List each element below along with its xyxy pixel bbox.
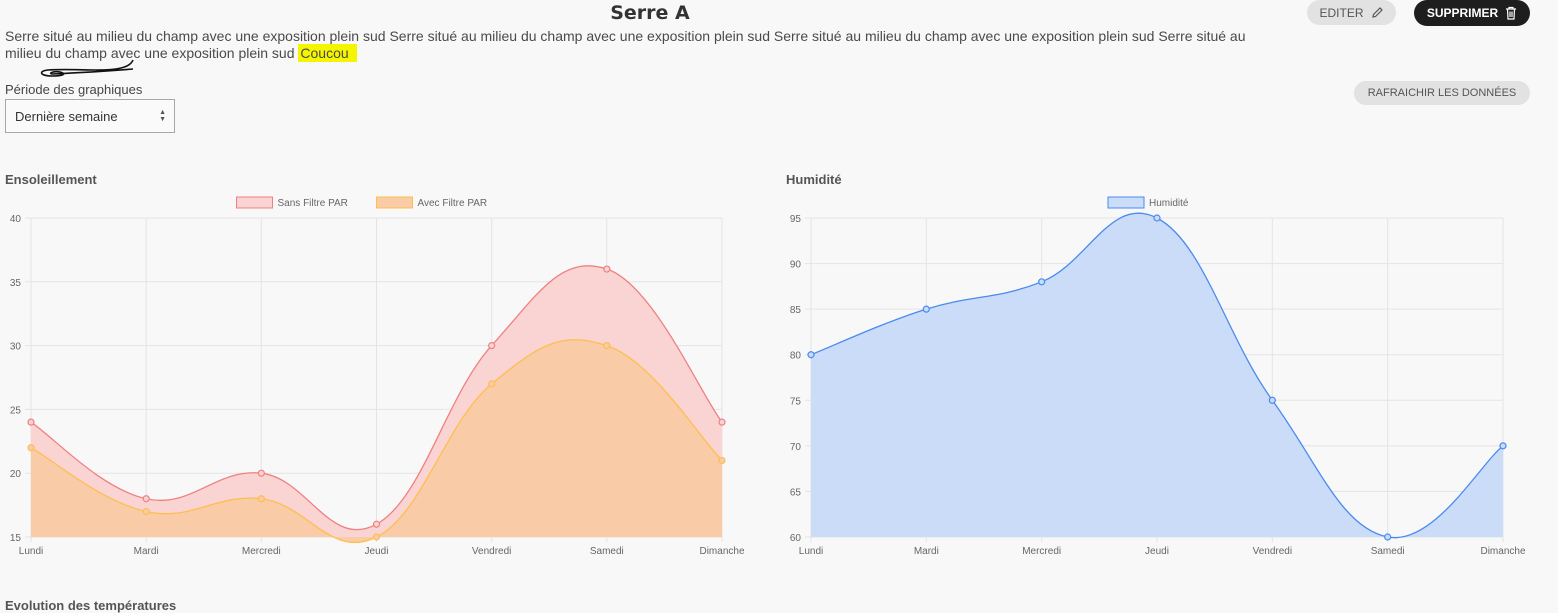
period-label: Période des graphiques (5, 82, 143, 97)
legend-label: Avec Filtre PAR (418, 198, 488, 209)
x-tick-label: Vendredi (472, 546, 511, 557)
data-point (807, 351, 815, 359)
x-tick-label: Jeudi (365, 546, 389, 557)
delete-button-label: SUPPRIMER (1426, 6, 1499, 20)
delete-button[interactable]: SUPPRIMER (1414, 0, 1530, 26)
x-tick-label: Samedi (1371, 546, 1405, 557)
legend-label: Humidité (1149, 198, 1189, 209)
data-point (922, 305, 930, 313)
y-tick-label: 80 (790, 351, 802, 362)
y-tick-label: 90 (790, 260, 802, 271)
y-tick-label: 75 (790, 396, 802, 407)
pencil-icon (1371, 7, 1383, 18)
data-point (1268, 396, 1276, 404)
data-point (1384, 533, 1392, 541)
x-tick-label: Dimanche (699, 546, 744, 557)
highlighted-text: Coucou (298, 44, 357, 62)
y-tick-label: 95 (790, 214, 802, 225)
description: Serre situé au milieu du champ avec une … (5, 28, 1285, 62)
period-select[interactable]: Dernière semaine ▲ ▼ (5, 99, 175, 133)
select-arrows-icon: ▲ ▼ (159, 109, 166, 123)
x-tick-label: Mercredi (1022, 546, 1061, 557)
x-tick-label: Mercredi (242, 546, 281, 557)
data-point (27, 444, 35, 452)
data-point (488, 380, 496, 388)
x-tick-label: Lundi (19, 546, 43, 557)
refresh-button[interactable]: RAFRAICHIR LES DONNÉES (1354, 81, 1530, 105)
series-area (31, 339, 722, 543)
y-tick-label: 20 (10, 469, 22, 480)
y-tick-label: 30 (10, 342, 22, 353)
data-point (257, 495, 265, 503)
x-tick-label: Samedi (590, 546, 624, 557)
y-tick-label: 25 (10, 405, 22, 416)
series-area (811, 213, 1503, 538)
humidity-chart: 60 65 70 75 80 85 90 95 Lundi Mardi Mercredi Jeudi V… (790, 196, 1526, 557)
x-tick-label: Dimanche (1480, 546, 1525, 557)
data-point (372, 520, 381, 528)
data-point (1038, 278, 1046, 286)
y-tick-label: 65 (790, 487, 802, 498)
data-point (372, 533, 381, 541)
y-tick-label: 70 (790, 442, 802, 453)
data-point (1499, 442, 1507, 450)
legend-label: Sans Filtre PAR (278, 198, 348, 209)
y-tick-label: 60 (790, 533, 802, 544)
data-point (142, 507, 150, 516)
data-point (142, 495, 150, 503)
scribble-drawing (40, 59, 134, 77)
x-tick-label: Vendredi (1253, 546, 1292, 557)
chart-title-humidity: Humidité (786, 172, 842, 187)
edit-button[interactable]: EDITER (1307, 0, 1396, 25)
legend-swatch (1107, 196, 1145, 209)
legend-swatch (376, 196, 413, 209)
x-tick-label: Mardi (134, 546, 159, 557)
refresh-button-label: RAFRAICHIR LES DONNÉES (1367, 87, 1517, 99)
data-point (718, 418, 726, 426)
chart-title-sunlight: Ensoleillement (5, 172, 97, 187)
y-tick-label: 85 (790, 305, 802, 316)
y-tick-label: 35 (10, 278, 22, 289)
x-tick-label: Mardi (914, 546, 939, 557)
data-point (718, 456, 726, 465)
page-title: Serre A (610, 2, 690, 24)
data-point (27, 418, 35, 426)
data-point (488, 342, 496, 350)
legend-swatch (236, 196, 273, 209)
y-tick-label: 40 (10, 214, 22, 225)
data-point (603, 265, 611, 273)
edit-button-label: EDITER (1319, 5, 1364, 20)
data-point (603, 342, 611, 350)
y-tick-label: 15 (10, 533, 22, 544)
data-point (1153, 214, 1161, 222)
data-point (257, 469, 265, 477)
sunlight-chart: 15 20 25 30 35 40 Lundi Mardi Mercredi Jeudi Vendr… (10, 196, 745, 557)
period-select-value: Dernière semaine (15, 108, 118, 124)
description-text: Serre situé au milieu du champ avec une … (5, 28, 1246, 61)
x-tick-label: Jeudi (1145, 546, 1169, 557)
trash-icon (1506, 6, 1517, 20)
x-tick-label: Lundi (799, 546, 823, 557)
